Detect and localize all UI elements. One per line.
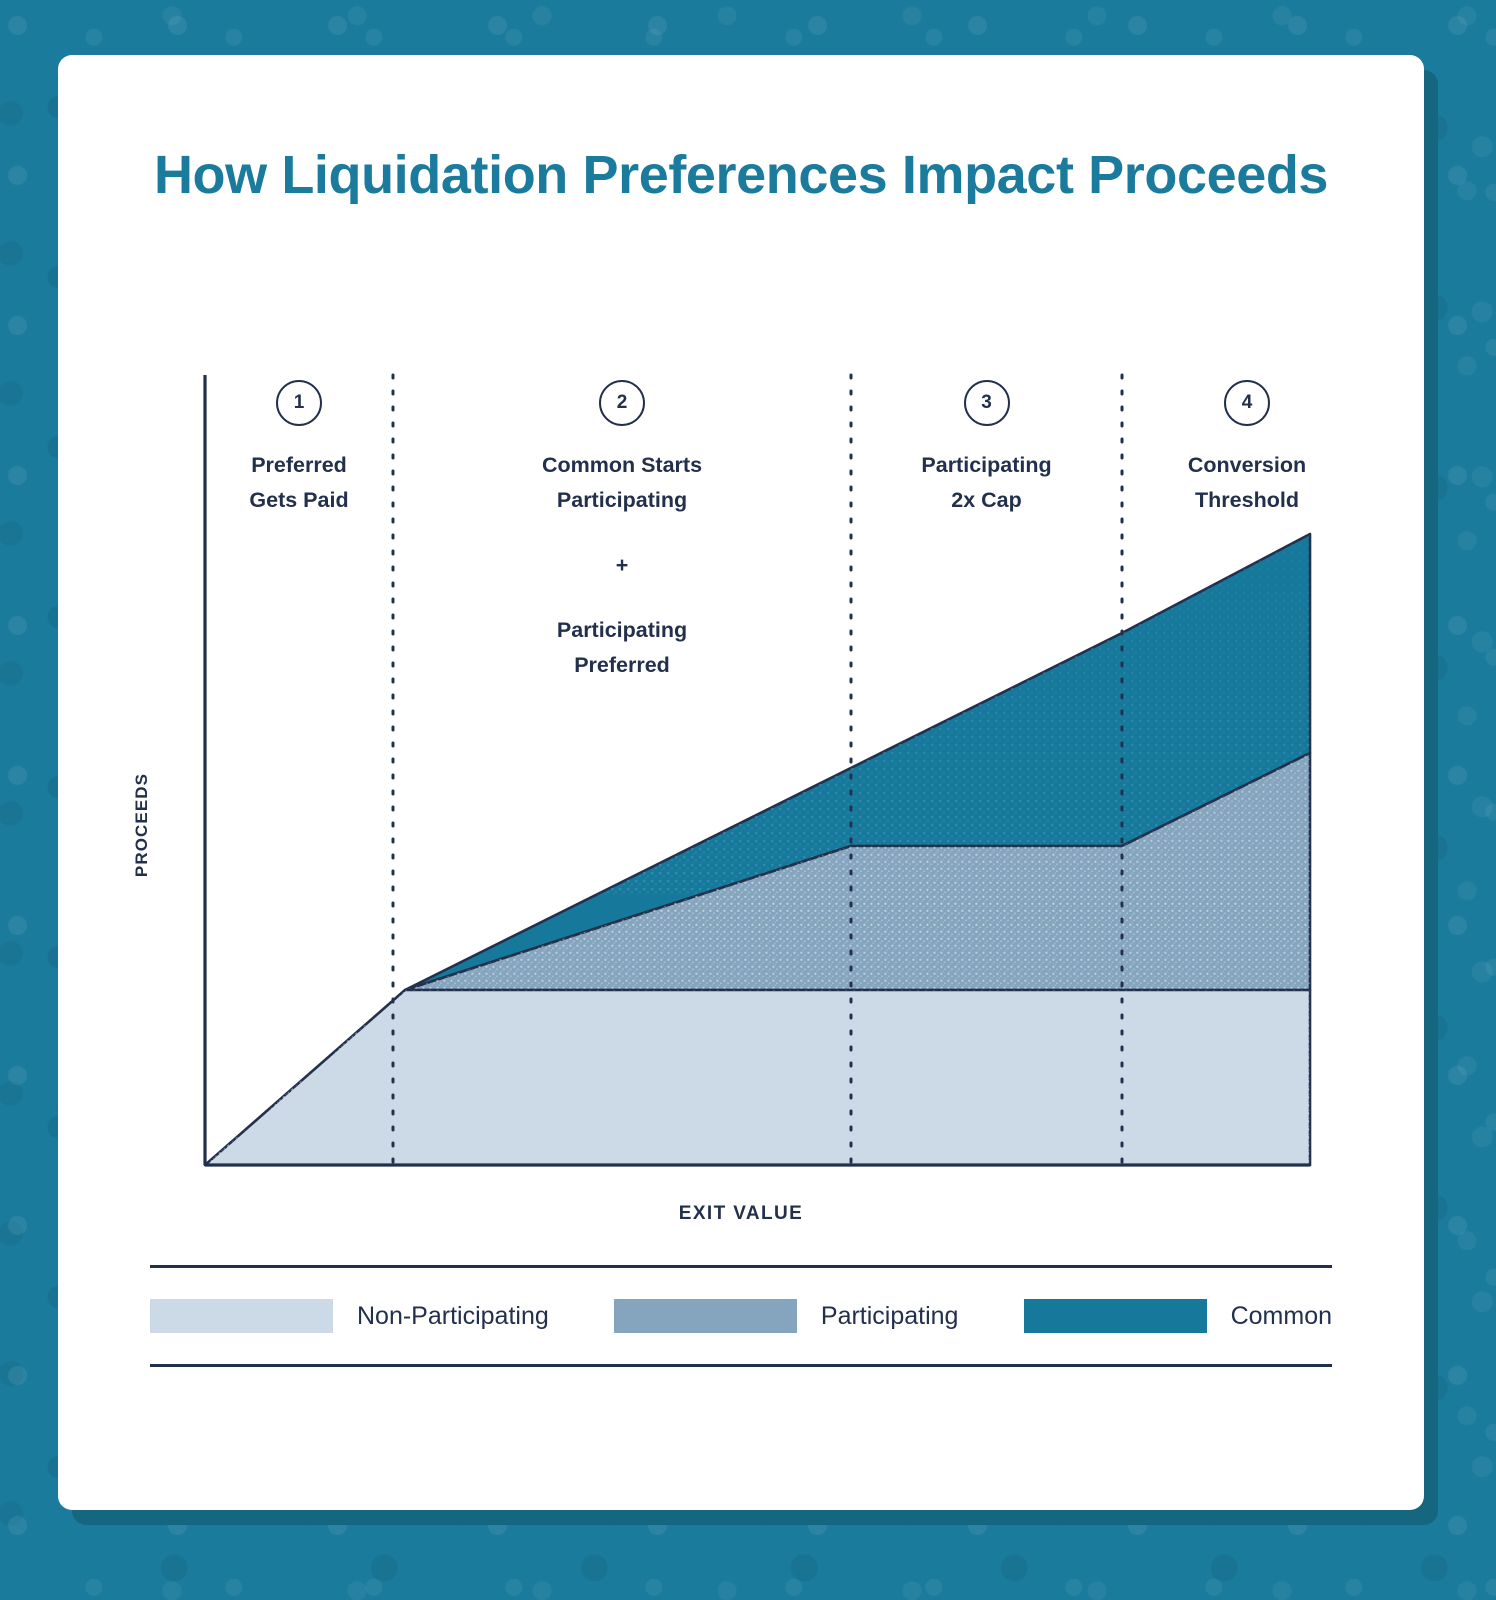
zone-label-line: Participating xyxy=(921,453,1052,477)
zone-label-line: Participating xyxy=(556,488,688,513)
legend-label: Non-Participating xyxy=(357,1301,549,1330)
zone-label: Common Starts Participating + Participat… xyxy=(393,448,851,683)
legend-swatch-icon xyxy=(1023,1299,1207,1333)
proceeds-area-chart xyxy=(203,373,1312,1167)
legend-swatch-icon xyxy=(613,1299,797,1333)
zone-label: Preferred Gets Paid xyxy=(205,448,393,518)
zone-label-line: Preferred xyxy=(574,653,670,678)
zone-number-badge: 2 xyxy=(599,380,645,426)
legend-item-non-participating[interactable]: Non-Participating xyxy=(150,1299,549,1333)
chart-legend: Non-Participating Participating Common xyxy=(150,1265,1332,1367)
zone-number-badge: 4 xyxy=(1224,380,1270,426)
zone-label-line: Threshold xyxy=(1195,488,1299,513)
series-non-participating xyxy=(203,988,1312,1167)
zone-header-4: 4 Conversion Threshold xyxy=(1122,380,1372,518)
zone-label-line: Gets Paid xyxy=(249,488,349,513)
zone-number-badge: 3 xyxy=(963,380,1010,426)
zone-label-line: Participating xyxy=(556,618,688,643)
legend-item-common[interactable]: Common xyxy=(1023,1299,1333,1333)
zone-header-1: 1 Preferred Gets Paid xyxy=(205,380,393,518)
zone-label-line: Conversion xyxy=(1187,453,1307,477)
zone-label: Participating 2x Cap xyxy=(851,448,1122,518)
zone-header-3: 3 Participating 2x Cap xyxy=(851,380,1122,518)
zone-label-line: Common Starts xyxy=(541,453,703,477)
zone-number-badge: 1 xyxy=(276,380,322,426)
legend-swatch-icon xyxy=(150,1299,333,1333)
legend-items: Non-Participating Participating Common xyxy=(150,1268,1332,1364)
x-axis-label: EXIT VALUE xyxy=(678,1203,804,1224)
legend-bottom-rule xyxy=(150,1364,1332,1367)
chart-area: 1 Preferred Gets Paid 2 Common Starts Pa… xyxy=(58,55,1424,1510)
page-title: How Liquidation Preferences Impact Proce… xyxy=(153,145,1329,205)
zone-label-line: Preferred xyxy=(251,453,347,477)
zone-dividers xyxy=(391,373,1124,1167)
legend-label: Participating xyxy=(820,1301,959,1330)
legend-item-participating[interactable]: Participating xyxy=(613,1299,959,1333)
zone-label: Conversion Threshold xyxy=(1122,448,1372,518)
y-axis-label: PROCEEDS xyxy=(132,772,151,878)
zone-header-2: 2 Common Starts Participating + Particip… xyxy=(393,380,851,683)
legend-top-rule xyxy=(150,1265,1332,1268)
zone-label-line: 2x Cap xyxy=(951,488,1022,513)
infographic-card: How Liquidation Preferences Impact Proce… xyxy=(58,55,1424,1510)
zone-label-line: + xyxy=(615,553,629,578)
legend-label: Common xyxy=(1230,1301,1333,1330)
